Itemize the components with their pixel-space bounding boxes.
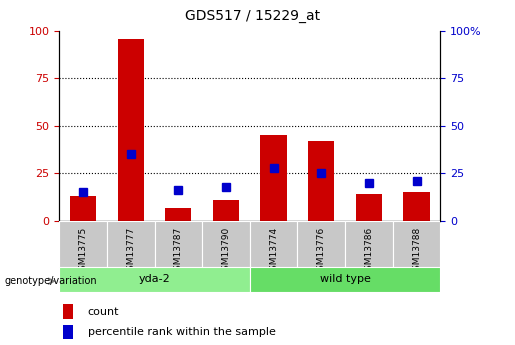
Bar [70, 196, 96, 221]
Bar [165, 208, 192, 221]
Text: GSM13786: GSM13786 [365, 226, 373, 276]
Text: GSM13788: GSM13788 [412, 226, 421, 276]
Bar [59, 221, 107, 267]
Bar [59, 267, 250, 292]
Bar [63, 304, 73, 319]
Bar [63, 325, 73, 339]
Bar [250, 221, 297, 267]
Text: wild type: wild type [320, 275, 370, 284]
Text: GSM13787: GSM13787 [174, 226, 183, 276]
Bar [392, 221, 440, 267]
Text: yda-2: yda-2 [139, 275, 170, 284]
Bar [356, 194, 382, 221]
Text: count: count [88, 307, 119, 317]
Bar [403, 193, 430, 221]
Text: genotype/variation: genotype/variation [4, 276, 97, 286]
Text: percentile rank within the sample: percentile rank within the sample [88, 327, 276, 337]
Text: GSM13774: GSM13774 [269, 226, 278, 276]
Text: GSM13790: GSM13790 [221, 226, 230, 276]
Bar [107, 221, 154, 267]
Bar [117, 39, 144, 221]
Text: GDS517 / 15229_at: GDS517 / 15229_at [185, 9, 320, 22]
Bar [213, 200, 239, 221]
Text: GSM13776: GSM13776 [317, 226, 325, 276]
Bar [250, 267, 440, 292]
Bar [345, 221, 392, 267]
Bar [202, 221, 250, 267]
Text: GSM13777: GSM13777 [126, 226, 135, 276]
Bar [261, 136, 287, 221]
Text: GSM13775: GSM13775 [79, 226, 88, 276]
Bar [308, 141, 334, 221]
Bar [154, 221, 202, 267]
Bar [297, 221, 345, 267]
